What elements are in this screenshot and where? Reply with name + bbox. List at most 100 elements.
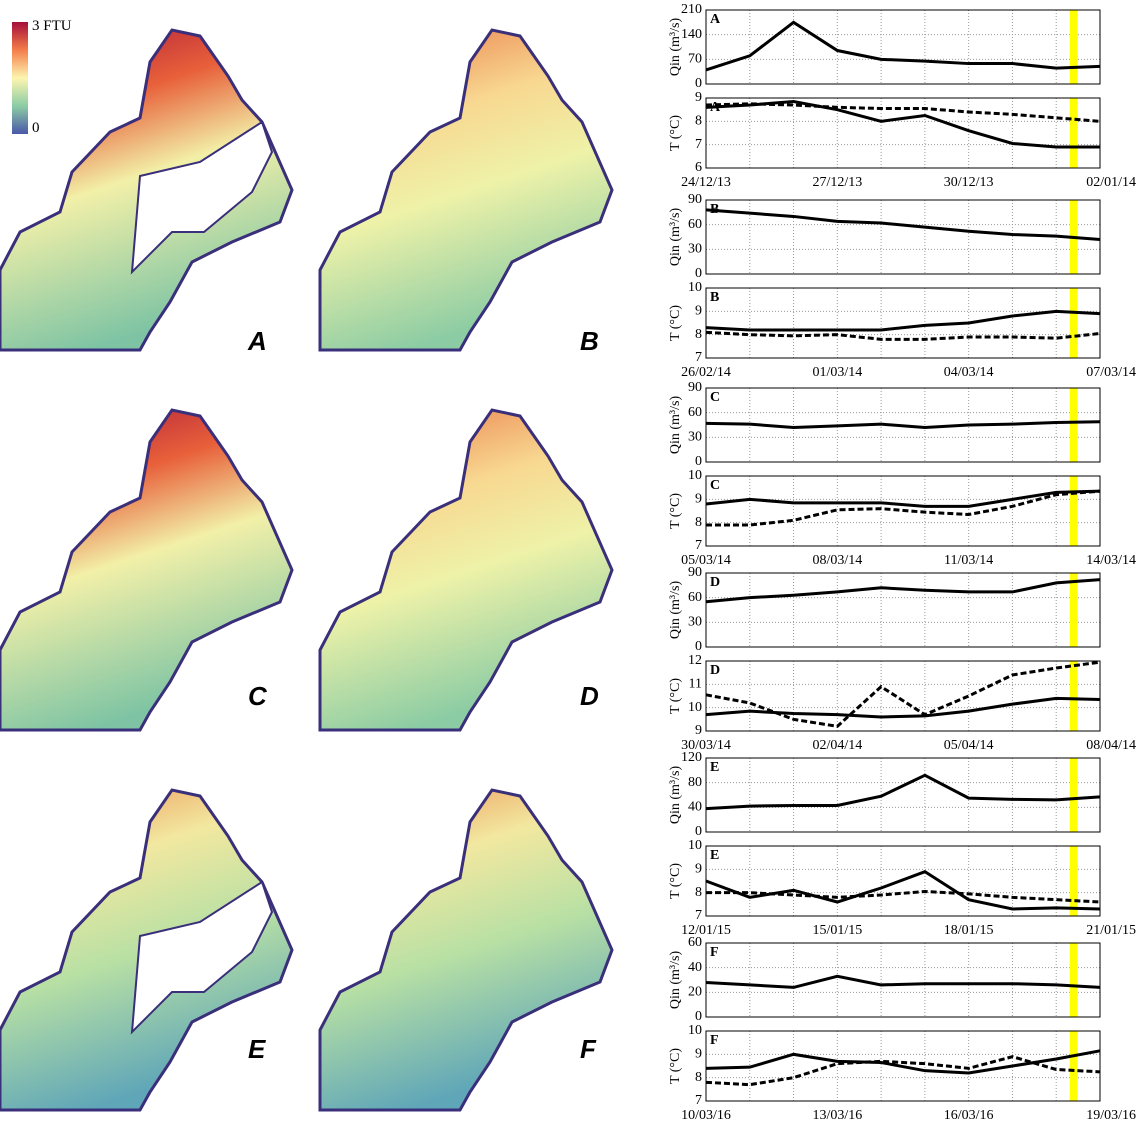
y-tick-label: 6 — [695, 160, 702, 175]
y-axis-label: T (°C) — [668, 1048, 683, 1084]
x-tick-label: 27/12/13 — [812, 175, 862, 190]
plot-frame — [705, 97, 1101, 169]
y-tick-label: 60 — [688, 217, 702, 232]
panel-label: B — [710, 290, 719, 305]
panel-label: F — [710, 945, 719, 960]
x-tick-label: 21/01/15 — [1086, 923, 1136, 938]
panel-label: C — [710, 478, 720, 493]
y-tick-label: 60 — [688, 935, 702, 950]
panel-label: A — [710, 12, 721, 27]
map-f — [318, 788, 614, 1112]
y-tick-label: 0 — [695, 824, 702, 839]
x-tick-label: 04/03/14 — [944, 365, 994, 380]
highlight-bar — [1069, 98, 1078, 168]
y-tick-label: 10 — [688, 1023, 702, 1038]
y-axis-label: T (°C) — [668, 493, 683, 529]
data-line — [705, 578, 1101, 604]
data-line — [706, 889, 1101, 904]
x-tick-label: 13/03/16 — [812, 1108, 862, 1123]
data-line — [705, 208, 1101, 241]
y-tick-label: 40 — [688, 800, 702, 815]
data-line — [705, 99, 1100, 149]
map-label: C — [248, 681, 268, 711]
data-line — [705, 1055, 1101, 1087]
x-tick-label: 08/03/14 — [812, 553, 862, 568]
x-tick-label: 14/03/14 — [1086, 553, 1136, 568]
panel-label: D — [710, 663, 720, 678]
map-label: A — [247, 326, 267, 356]
y-axis-label: Qin (m³/s) — [668, 208, 683, 267]
y-axis-label: Qin (m³/s) — [668, 396, 683, 455]
colorbar-min-label: 0 — [32, 120, 40, 136]
data-line — [705, 20, 1101, 72]
y-tick-label: 8 — [695, 114, 702, 129]
y-axis-label: Qin (m³/s) — [668, 18, 683, 77]
y-tick-label: 9 — [695, 1047, 702, 1062]
highlight-bar — [1069, 758, 1078, 832]
y-tick-label: 20 — [688, 985, 702, 1000]
x-tick-label: 05/03/14 — [681, 553, 731, 568]
y-tick-label: 11 — [689, 677, 702, 692]
data-line — [706, 489, 1101, 527]
y-tick-label: 12 — [688, 653, 702, 668]
colorbar-max-label: 3 FTU — [32, 18, 72, 34]
y-tick-label: 7 — [695, 350, 702, 365]
map-label: F — [580, 1034, 597, 1064]
panel-label: E — [710, 760, 719, 775]
y-tick-label: 10 — [688, 700, 702, 715]
plot-frame — [705, 845, 1101, 917]
plot-frame — [705, 1030, 1101, 1102]
x-tick-label: 12/01/15 — [681, 923, 731, 938]
plot-frame — [705, 199, 1101, 275]
colorbar — [12, 22, 28, 134]
y-axis-label: T (°C) — [668, 115, 683, 151]
y-tick-label: 0 — [695, 76, 702, 91]
x-tick-label: 18/01/15 — [944, 923, 994, 938]
y-tick-label: 40 — [688, 960, 702, 975]
y-axis-label: T (°C) — [668, 678, 683, 714]
highlight-bar — [1069, 943, 1078, 1017]
plot-frame — [705, 572, 1101, 648]
y-tick-label: 7 — [695, 908, 702, 923]
x-tick-label: 24/12/13 — [681, 175, 731, 190]
data-line — [705, 660, 1101, 728]
y-tick-label: 60 — [688, 590, 702, 605]
x-tick-label: 30/12/13 — [944, 175, 994, 190]
y-tick-label: 9 — [695, 304, 702, 319]
plot-frame — [705, 757, 1101, 833]
x-tick-label: 15/01/15 — [812, 923, 862, 938]
plot-frame — [705, 942, 1101, 1018]
y-tick-label: 30 — [688, 615, 702, 630]
y-tick-label: 0 — [695, 266, 702, 281]
data-line — [705, 309, 1101, 332]
highlight-bar — [1069, 661, 1078, 731]
y-axis-label: T (°C) — [668, 305, 683, 341]
map-label: D — [580, 681, 599, 711]
y-tick-label: 60 — [688, 405, 702, 420]
panel-label: B — [710, 202, 719, 217]
data-line — [705, 773, 1101, 811]
data-line — [705, 330, 1101, 341]
data-line — [705, 974, 1101, 989]
y-tick-label: 140 — [681, 27, 702, 42]
y-tick-label: 7 — [695, 538, 702, 553]
y-tick-label: 0 — [695, 639, 702, 654]
x-tick-label: 26/02/14 — [681, 365, 731, 380]
x-tick-label: 07/03/14 — [1086, 365, 1136, 380]
plot-frame — [705, 287, 1101, 359]
x-tick-label: 08/04/14 — [1086, 738, 1136, 753]
y-tick-label: 0 — [695, 1009, 702, 1024]
data-line — [705, 869, 1101, 911]
y-tick-label: 7 — [695, 1093, 702, 1108]
y-axis-label: Qin (m³/s) — [668, 951, 683, 1010]
map-b — [318, 28, 614, 352]
y-tick-label: 30 — [688, 242, 702, 257]
y-tick-label: 90 — [688, 380, 702, 395]
y-tick-label: 8 — [695, 515, 702, 530]
data-line — [705, 489, 1101, 508]
x-tick-label: 05/04/14 — [944, 738, 994, 753]
plot-frame — [705, 660, 1101, 732]
panel-label: C — [710, 390, 720, 405]
x-tick-label: 10/03/16 — [681, 1108, 731, 1123]
y-tick-label: 7 — [695, 137, 702, 152]
